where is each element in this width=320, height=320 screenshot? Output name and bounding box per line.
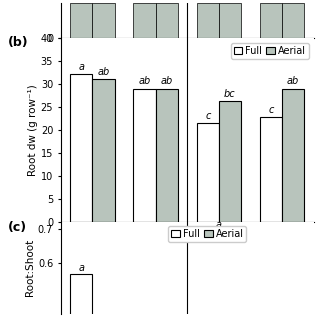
Text: SC: SC: [116, 256, 132, 266]
Bar: [70, 74, 92, 222]
Bar: [219, 101, 241, 222]
Bar: [156, 3, 178, 38]
Y-axis label: Root dw (g row⁻¹): Root dw (g row⁻¹): [28, 84, 38, 176]
Legend: Full, Aerial: Full, Aerial: [231, 43, 309, 59]
Text: ab: ab: [139, 76, 151, 86]
Text: c: c: [268, 105, 274, 115]
Text: ab: ab: [161, 76, 173, 86]
Text: N60: N60: [83, 47, 102, 57]
Legend: Full, Aerial: Full, Aerial: [168, 226, 246, 242]
Y-axis label: Root:Shoot: Root:Shoot: [25, 239, 35, 296]
Text: a: a: [78, 62, 84, 72]
Bar: [70, 3, 92, 38]
Bar: [219, 3, 241, 38]
Text: (b): (b): [8, 36, 28, 49]
Text: SC: SC: [116, 57, 132, 67]
Bar: [92, 3, 115, 38]
Bar: [260, 117, 282, 222]
Text: IC: IC: [244, 256, 256, 266]
Text: IC: IC: [244, 57, 256, 67]
Bar: [197, 123, 219, 222]
Text: a: a: [78, 263, 84, 274]
Text: c: c: [205, 111, 211, 121]
Text: ab: ab: [287, 76, 299, 86]
Bar: [70, 275, 92, 320]
Text: N120: N120: [269, 47, 295, 57]
Bar: [197, 3, 219, 38]
Bar: [156, 89, 178, 222]
Text: N60: N60: [209, 47, 228, 57]
Bar: [133, 89, 156, 222]
Bar: [133, 3, 156, 38]
Bar: [282, 3, 304, 38]
Text: (c): (c): [8, 221, 27, 234]
Bar: [92, 79, 115, 222]
Text: ab: ab: [97, 67, 109, 77]
Text: bc: bc: [224, 89, 236, 99]
Bar: [282, 89, 304, 222]
Text: a: a: [216, 220, 222, 230]
Text: N120: N120: [143, 47, 169, 57]
Bar: [260, 3, 282, 38]
